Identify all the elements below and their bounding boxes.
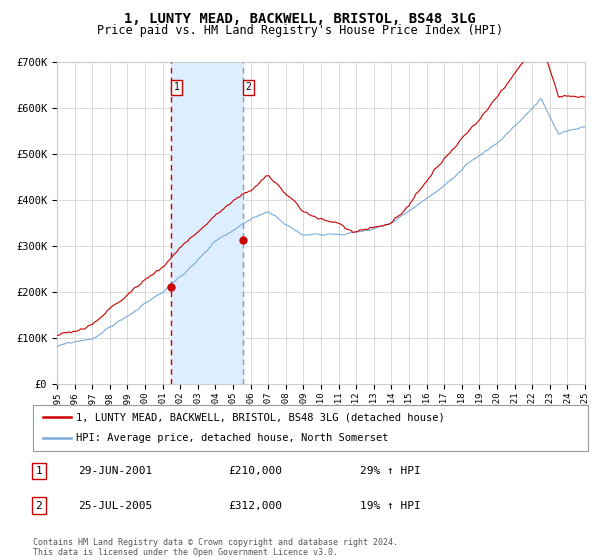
- Text: Contains HM Land Registry data © Crown copyright and database right 2024.
This d: Contains HM Land Registry data © Crown c…: [33, 538, 398, 557]
- Text: 25-JUL-2005: 25-JUL-2005: [78, 501, 152, 511]
- Text: 2: 2: [35, 501, 43, 511]
- Text: 2: 2: [245, 82, 251, 92]
- Text: 1: 1: [35, 466, 43, 476]
- Bar: [171, 62, 243, 384]
- Text: £312,000: £312,000: [228, 501, 282, 511]
- FancyBboxPatch shape: [33, 405, 588, 451]
- Text: 1, LUNTY MEAD, BACKWELL, BRISTOL, BS48 3LG: 1, LUNTY MEAD, BACKWELL, BRISTOL, BS48 3…: [124, 12, 476, 26]
- Text: 1, LUNTY MEAD, BACKWELL, BRISTOL, BS48 3LG (detached house): 1, LUNTY MEAD, BACKWELL, BRISTOL, BS48 3…: [76, 412, 445, 422]
- Text: £210,000: £210,000: [228, 466, 282, 476]
- Text: 29% ↑ HPI: 29% ↑ HPI: [360, 466, 421, 476]
- Text: 29-JUN-2001: 29-JUN-2001: [78, 466, 152, 476]
- Text: 1: 1: [173, 82, 179, 92]
- Text: Price paid vs. HM Land Registry's House Price Index (HPI): Price paid vs. HM Land Registry's House …: [97, 24, 503, 36]
- Text: HPI: Average price, detached house, North Somerset: HPI: Average price, detached house, Nort…: [76, 433, 389, 444]
- Text: 19% ↑ HPI: 19% ↑ HPI: [360, 501, 421, 511]
